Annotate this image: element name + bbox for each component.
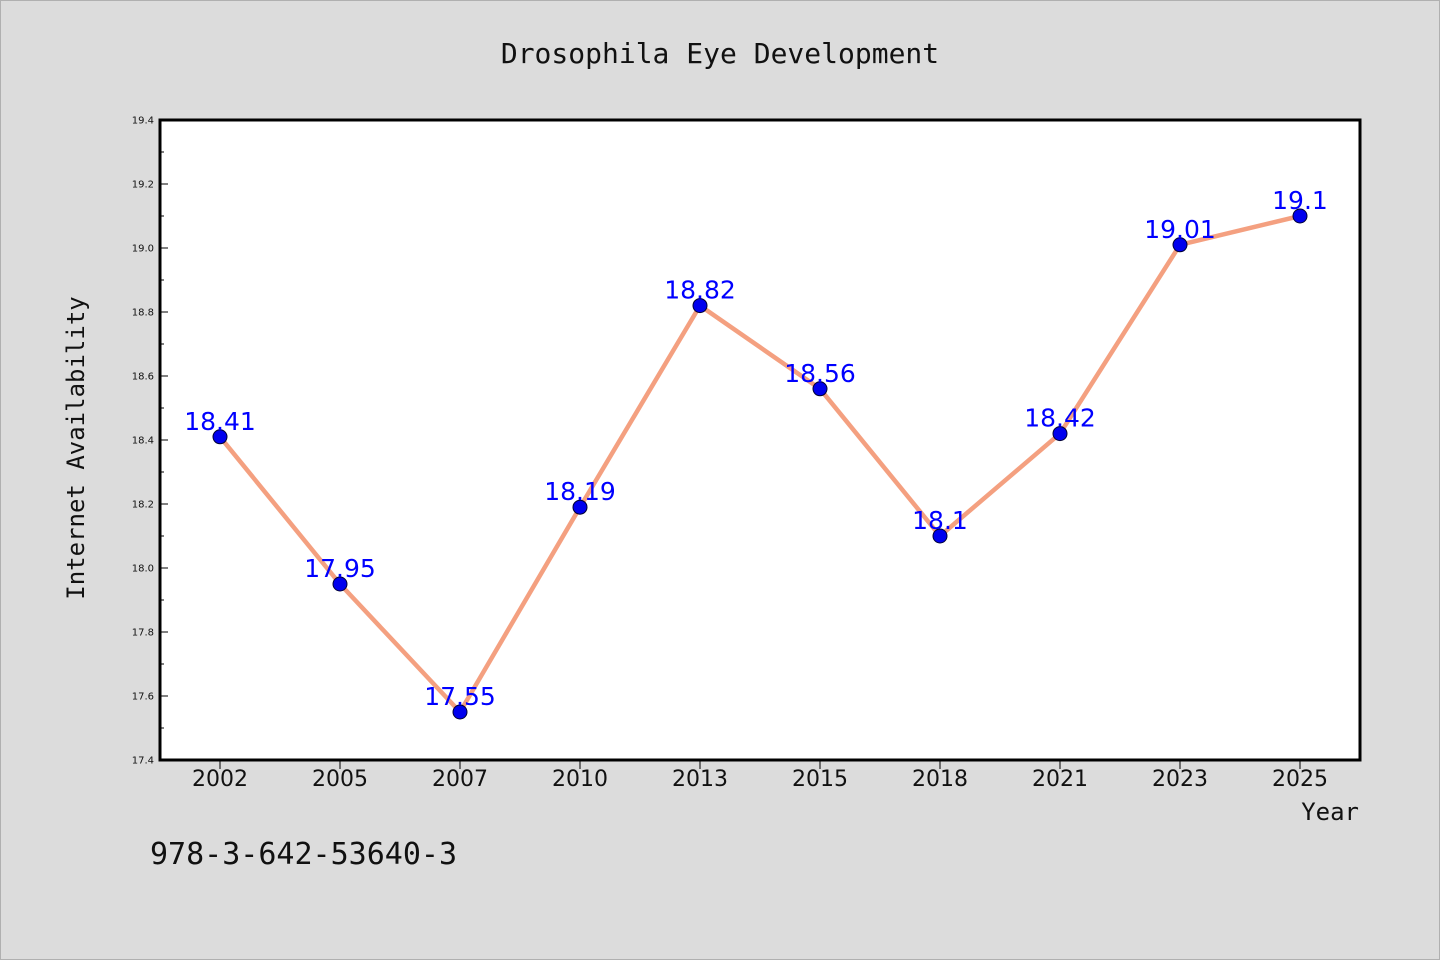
data-label: 18.1 bbox=[912, 506, 968, 535]
y-tick-label: 18.6 bbox=[132, 372, 154, 383]
data-point bbox=[1292, 208, 1308, 224]
data-point bbox=[332, 576, 348, 592]
x-axis-label: Year bbox=[1301, 798, 1359, 826]
x-tick-label: 2025 bbox=[1272, 767, 1328, 792]
data-label: 18.56 bbox=[784, 359, 856, 388]
data-point bbox=[1052, 426, 1068, 442]
data-point bbox=[452, 704, 468, 720]
y-axis-label: Internet Availability bbox=[62, 296, 90, 599]
y-tick-label: 17.6 bbox=[132, 692, 154, 703]
x-tick-label: 2005 bbox=[312, 767, 368, 792]
data-point bbox=[212, 429, 228, 445]
data-point bbox=[692, 298, 708, 314]
y-tick-label: 19.4 bbox=[132, 116, 154, 127]
y-tick-label: 18.0 bbox=[132, 564, 154, 575]
y-tick-label: 17.8 bbox=[132, 628, 154, 639]
x-tick-label: 2015 bbox=[792, 767, 848, 792]
data-point bbox=[572, 499, 588, 515]
data-point bbox=[932, 528, 948, 544]
series-line bbox=[217, 213, 1303, 715]
data-label: 18.82 bbox=[664, 276, 736, 305]
x-tick-label: 2021 bbox=[1032, 767, 1088, 792]
isbn-text: 978-3-642-53640-3 bbox=[150, 837, 457, 872]
x-axis: 2002 2005 2007 2010 2013 2015 2018 2021 2023 2025 bbox=[192, 760, 1328, 792]
data-label: 18.42 bbox=[1024, 404, 1096, 433]
y-tick-label: 18.4 bbox=[132, 436, 154, 447]
data-point bbox=[812, 381, 828, 397]
plot-border bbox=[158, 118, 1362, 762]
x-tick-label: 2010 bbox=[552, 767, 608, 792]
data-point bbox=[1172, 237, 1188, 253]
data-label: 18.41 bbox=[184, 407, 256, 436]
chart-title: Drosophila Eye Development bbox=[501, 37, 939, 70]
data-label: 18.19 bbox=[544, 477, 616, 506]
x-tick-label: 2002 bbox=[192, 767, 248, 792]
y-axis: 17.4 17.6 17.8 18.0 18.2 18.4 18.6 18.8 19.0 19.2… bbox=[132, 116, 168, 767]
data-label: 17.95 bbox=[304, 554, 376, 583]
x-tick-label: 2013 bbox=[672, 767, 728, 792]
data-label: 19.1 bbox=[1272, 186, 1328, 215]
y-tick-label: 17.4 bbox=[132, 756, 154, 767]
data-label: 19.01 bbox=[1144, 215, 1216, 244]
x-tick-label: 2018 bbox=[912, 767, 968, 792]
y-tick-label: 19.0 bbox=[132, 244, 154, 255]
x-tick-label: 2007 bbox=[432, 767, 488, 792]
plot-area bbox=[160, 120, 1360, 760]
data-label: 17.55 bbox=[424, 682, 496, 711]
x-tick-label: 2023 bbox=[1152, 767, 1208, 792]
y-tick-label: 18.8 bbox=[132, 308, 154, 319]
y-tick-label: 18.2 bbox=[132, 500, 154, 511]
y-tick-label: 19.2 bbox=[132, 180, 154, 191]
data-markers bbox=[212, 208, 1308, 720]
data-labels: 18.41 17.95 17.55 18.19 18.82 18.56 18.1 18.42 1… bbox=[184, 186, 1328, 711]
